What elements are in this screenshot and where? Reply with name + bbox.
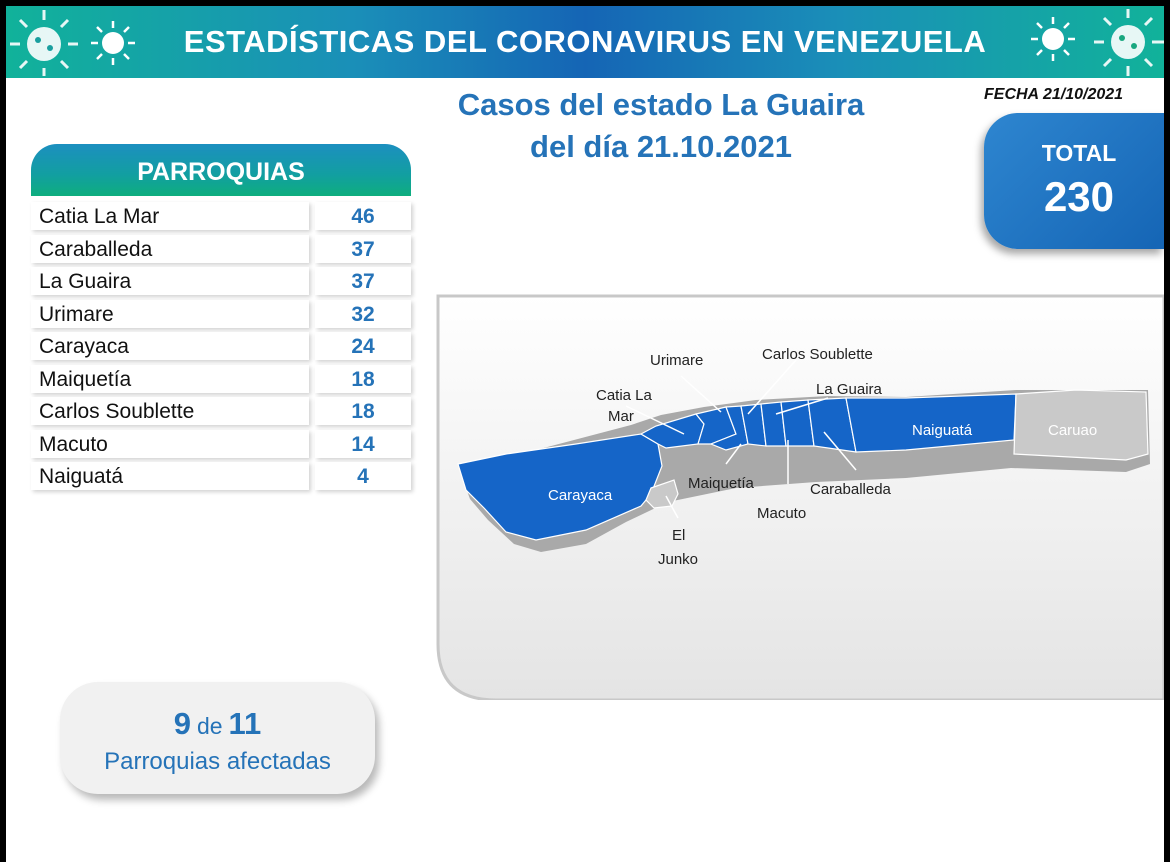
parroquia-name: Urimare	[31, 299, 309, 328]
affected-label: Parroquias afectadas	[104, 748, 331, 775]
table-row: Macuto 14	[31, 428, 413, 461]
virus-icon-right-small	[1031, 17, 1075, 61]
parroquias-header: PARROQUIAS	[31, 144, 411, 196]
label-naiguata: Naiguatá	[912, 422, 973, 439]
table-row: Carlos Soublette 18	[31, 395, 413, 428]
parroquia-cases: 4	[315, 462, 411, 490]
virus-icon-right	[1094, 9, 1164, 76]
parroquia-name: Caraballeda	[31, 234, 309, 263]
label-macuto: Macuto	[757, 505, 806, 522]
parroquias-table: Catia La Mar 46 Caraballeda 37 La Guaira…	[31, 200, 413, 493]
parroquia-cases: 32	[315, 299, 411, 328]
la-guaira-map: Urimare Carlos Soublette Catia La Mar La…	[436, 294, 1164, 700]
subtitle-line1: Casos del estado La Guaira	[457, 87, 865, 122]
parroquia-name: Catia La Mar	[31, 202, 309, 230]
parroquia-cases: 18	[315, 364, 411, 393]
parroquia-name: Macuto	[31, 429, 309, 458]
parroquia-name: Carlos Soublette	[31, 397, 309, 425]
label-caraballeda: Caraballeda	[810, 481, 892, 498]
label-catia-la-mar-1: Catia La	[596, 387, 653, 404]
parroquia-name: Carayaca	[31, 332, 309, 360]
date-label: FECHA 21/10/2021	[984, 86, 1124, 103]
table-row: Maiquetía 18	[31, 363, 413, 396]
virus-icon-small	[91, 21, 135, 65]
table-row: Urimare 32	[31, 298, 413, 331]
subtitle: Casos del estado La Guaira del día 21.10…	[396, 84, 926, 168]
map-panel: Urimare Carlos Soublette Catia La Mar La…	[436, 294, 1164, 700]
affected-count: 9	[173, 706, 191, 741]
label-carlos-soublette: Carlos Soublette	[762, 346, 873, 363]
infographic-page: ESTADÍSTICAS DEL CORONAVIRUS EN VENEZUEL…	[6, 6, 1164, 862]
table-row: Catia La Mar 46	[31, 200, 413, 233]
header-title: ESTADÍSTICAS DEL CORONAVIRUS EN VENEZUEL…	[183, 24, 987, 59]
label-carayaca: Carayaca	[548, 487, 613, 504]
parroquia-cases: 14	[315, 429, 411, 458]
affected-total: 11	[228, 706, 262, 741]
table-row: La Guaira 37	[31, 265, 413, 298]
label-el-junko-1: El	[672, 527, 685, 544]
label-maiquetia: Maiquetía	[688, 475, 755, 492]
total-badge: TOTAL 230	[984, 113, 1164, 249]
parroquia-cases: 37	[315, 267, 411, 295]
label-la-guaira: La Guaira	[816, 381, 883, 398]
parroquia-name: La Guaira	[31, 267, 309, 295]
affected-de: de	[196, 713, 223, 739]
label-el-junko-2: Junko	[658, 551, 698, 568]
table-row: Carayaca 24	[31, 330, 413, 363]
label-catia-la-mar-2: Mar	[608, 408, 634, 425]
parroquia-name: Maiquetía	[31, 364, 309, 393]
total-value: 230	[1043, 173, 1115, 220]
parroquia-cases: 18	[315, 397, 411, 425]
table-row: Naiguatá 4	[31, 460, 413, 493]
parroquia-cases: 24	[315, 332, 411, 360]
label-caruao: Caruao	[1048, 422, 1097, 439]
total-label: TOTAL	[1041, 140, 1117, 166]
parroquia-name: Naiguatá	[31, 462, 309, 490]
affected-parishes-box: 9 de 11 Parroquias afectadas	[60, 682, 375, 794]
header-banner: ESTADÍSTICAS DEL CORONAVIRUS EN VENEZUEL…	[6, 6, 1164, 78]
subtitle-line2: del día 21.10.2021	[530, 129, 792, 164]
parroquia-cases: 46	[315, 202, 411, 230]
affected-count-line: 9 de 11	[60, 706, 375, 742]
parroquia-cases: 37	[315, 234, 411, 263]
virus-icon	[10, 10, 78, 76]
table-row: Caraballeda 37	[31, 233, 413, 266]
label-urimare: Urimare	[650, 352, 703, 369]
region-caruao	[1013, 389, 1149, 461]
